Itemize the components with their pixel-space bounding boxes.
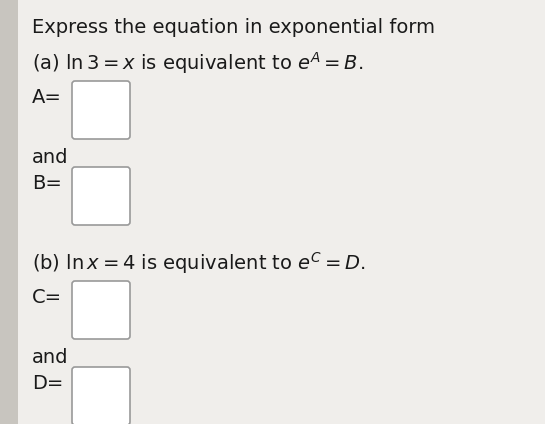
Text: (b) $\ln x = 4$ is equivalent to $e^C = D$.: (b) $\ln x = 4$ is equivalent to $e^C = … — [32, 250, 366, 276]
Text: D=: D= — [32, 374, 63, 393]
FancyBboxPatch shape — [72, 81, 130, 139]
Text: and: and — [32, 148, 69, 167]
Text: Express the equation in exponential form: Express the equation in exponential form — [32, 18, 435, 37]
FancyBboxPatch shape — [72, 281, 130, 339]
Text: B=: B= — [32, 174, 62, 193]
FancyBboxPatch shape — [18, 0, 545, 424]
FancyBboxPatch shape — [72, 367, 130, 424]
Text: and: and — [32, 348, 69, 367]
Text: (a) $\ln 3 = x$ is equivalent to $e^A = B$.: (a) $\ln 3 = x$ is equivalent to $e^A = … — [32, 50, 364, 76]
Text: A=: A= — [32, 88, 62, 107]
FancyBboxPatch shape — [72, 167, 130, 225]
Text: C=: C= — [32, 288, 62, 307]
